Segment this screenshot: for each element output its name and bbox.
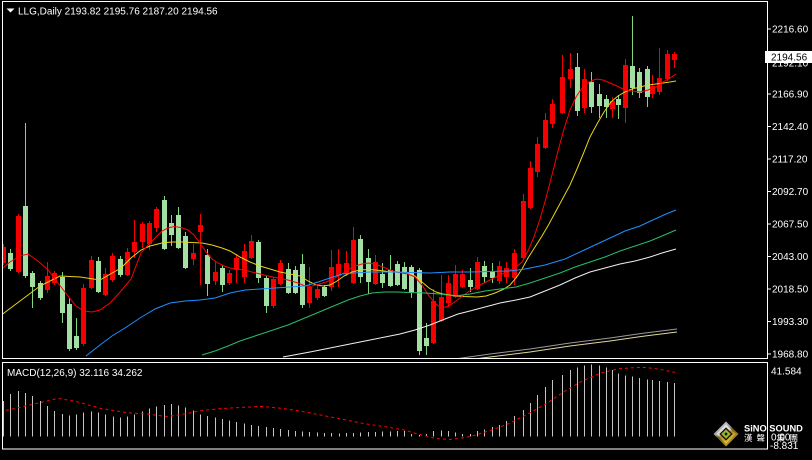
svg-text:LLG,Daily 2193.82 2195.76 218: LLG,Daily 2193.82 2195.76 2187.20 2194.5… (18, 7, 218, 18)
svg-text:漢: 漢 (744, 433, 753, 443)
svg-text:2194.56: 2194.56 (771, 53, 808, 64)
svg-text:2166.90: 2166.90 (772, 90, 809, 101)
svg-text:-8.831: -8.831 (770, 441, 799, 452)
svg-text:41.584: 41.584 (771, 367, 802, 378)
svg-text:團: 團 (790, 433, 799, 443)
svg-text:2092.70: 2092.70 (772, 187, 809, 198)
svg-text:MACD(12,26,9) 32.116 34.262: MACD(12,26,9) 32.116 34.262 (7, 368, 143, 379)
svg-text:2067.50: 2067.50 (772, 220, 809, 231)
svg-text:2192.10: 2192.10 (772, 59, 809, 70)
svg-text:2142.40: 2142.40 (772, 122, 809, 133)
svg-text:2043.00: 2043.00 (772, 252, 809, 263)
svg-text:0.00: 0.00 (771, 433, 791, 444)
svg-text:2018.50: 2018.50 (772, 285, 809, 296)
svg-text:1993.30: 1993.30 (772, 317, 809, 328)
svg-text:聲: 聲 (757, 433, 766, 443)
svg-text:集: 集 (777, 433, 786, 443)
svg-text:2117.20: 2117.20 (772, 155, 808, 166)
svg-text:1968.80: 1968.80 (772, 350, 809, 361)
svg-text:2216.60: 2216.60 (772, 25, 809, 36)
svg-text:SiNO SOUND: SiNO SOUND (744, 424, 803, 434)
